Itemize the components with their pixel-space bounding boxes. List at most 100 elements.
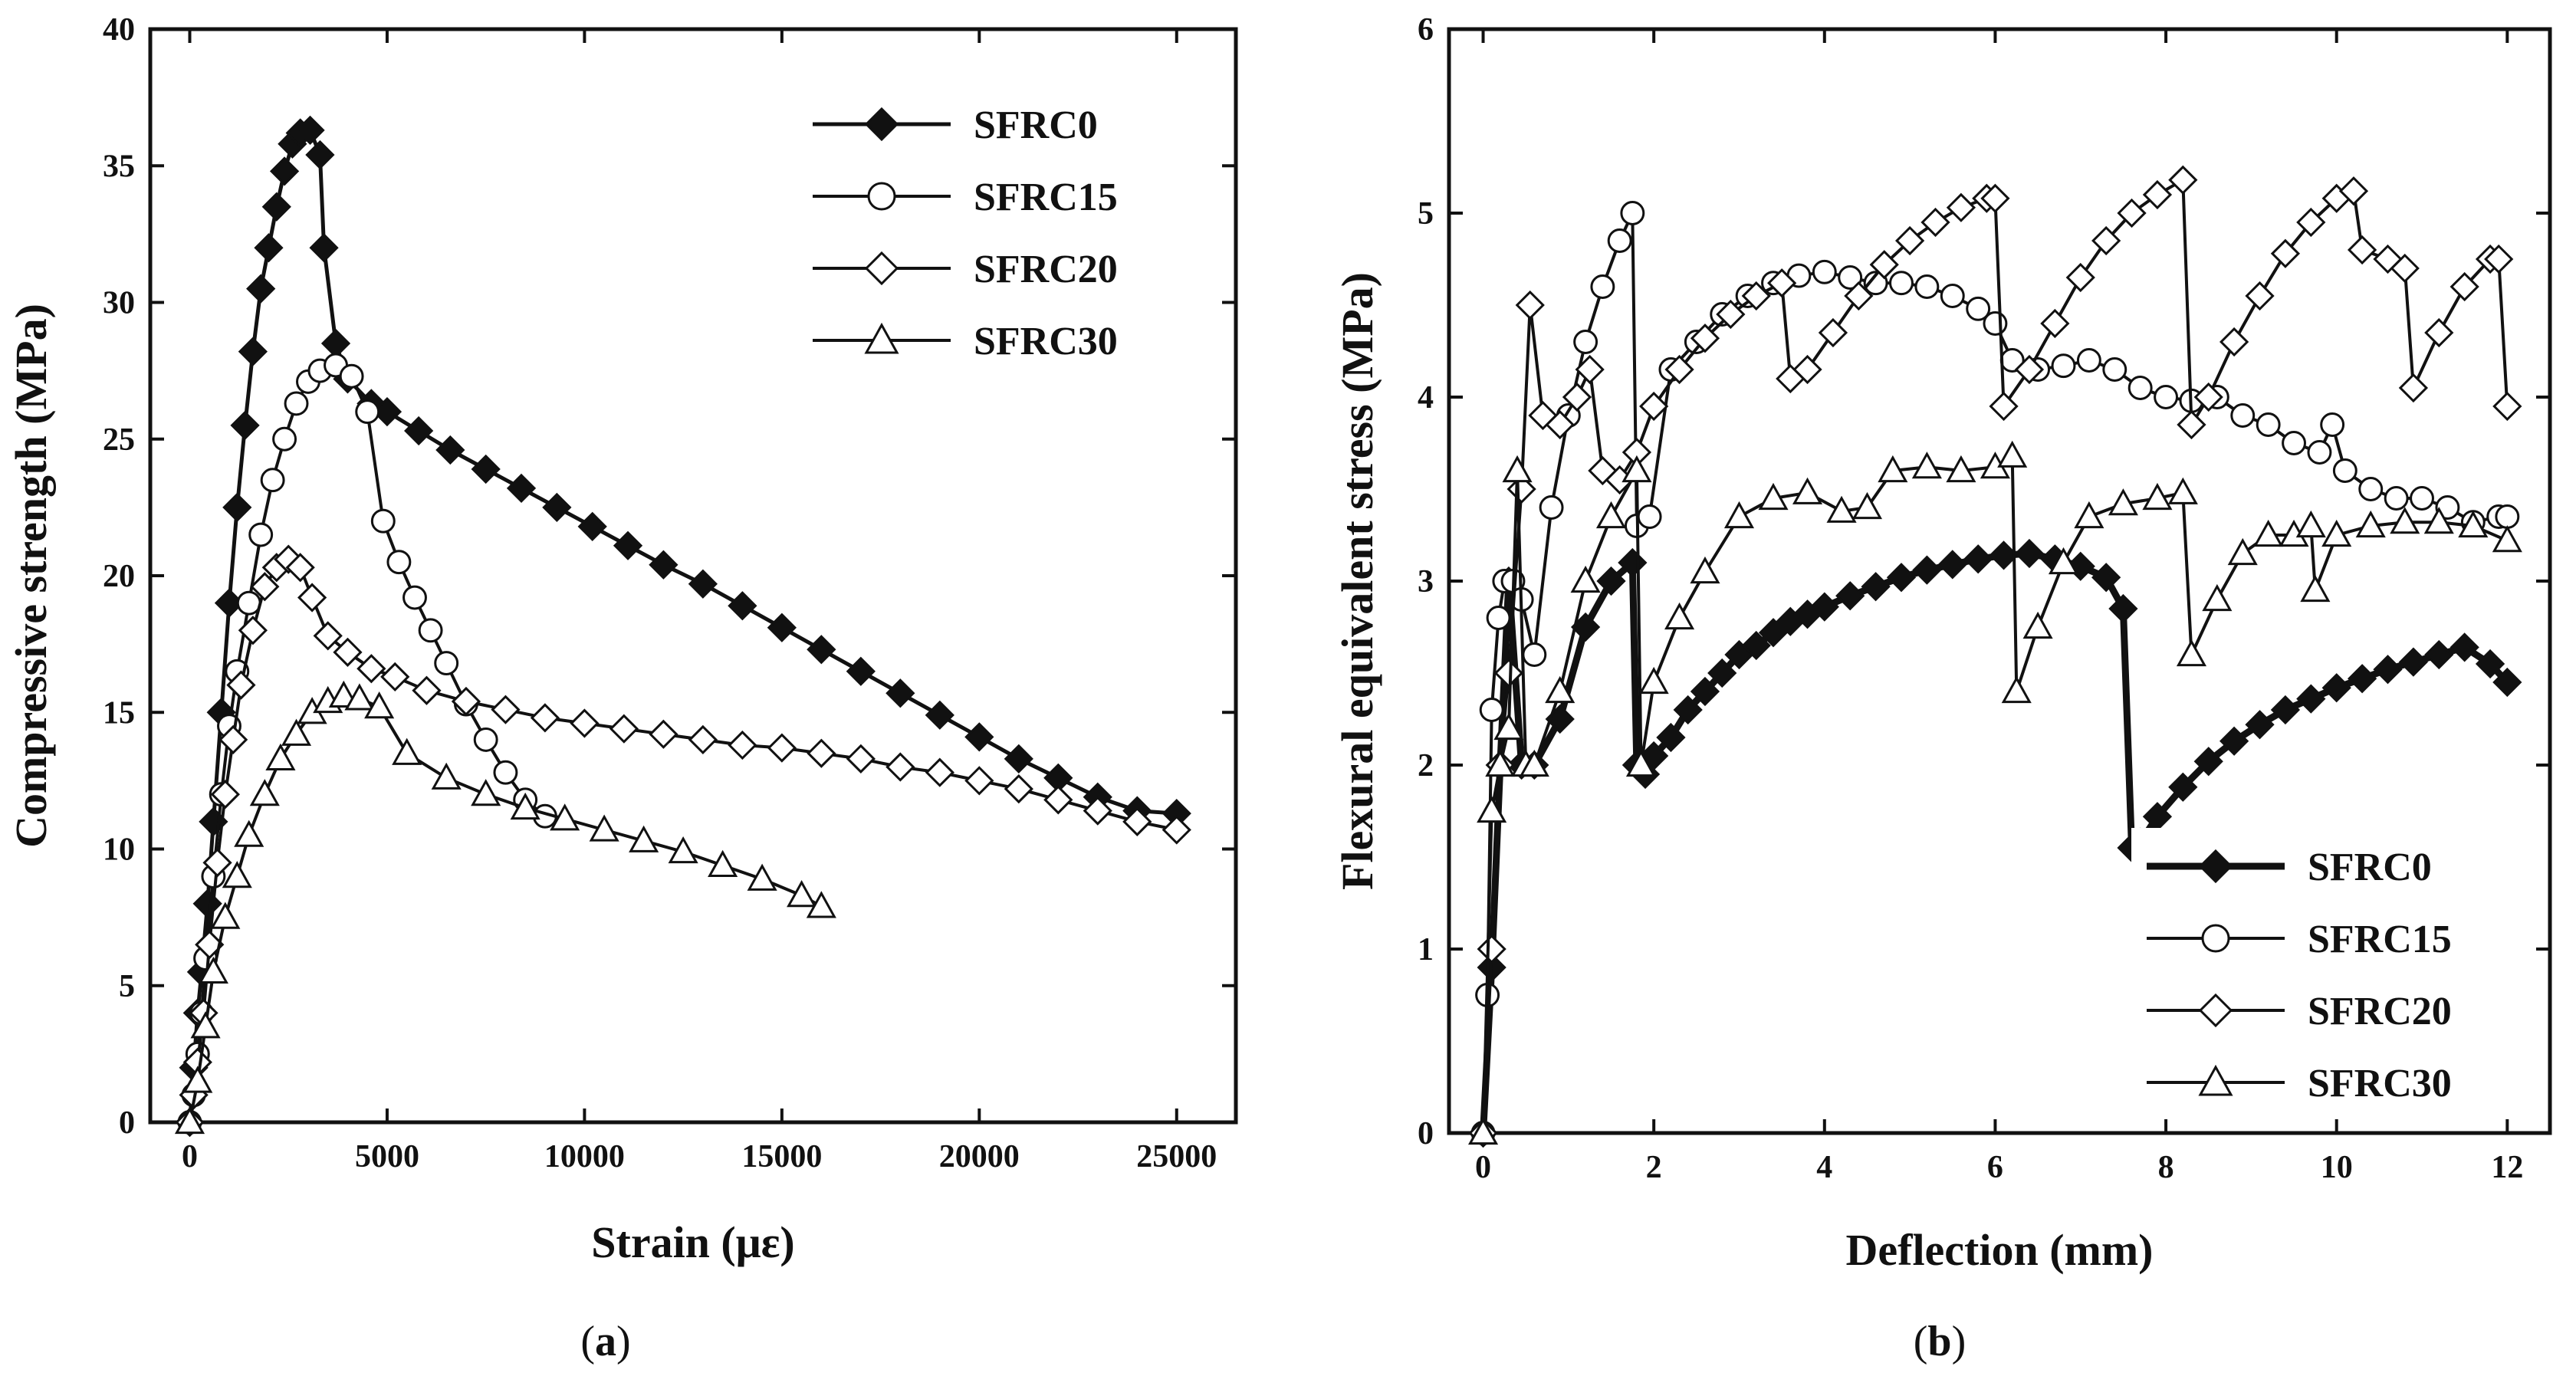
data-point-sfrc15 (1889, 271, 1914, 296)
data-point-sfrc20 (491, 695, 521, 724)
data-point-sfrc20 (570, 708, 600, 738)
data-point-sfrc15 (1486, 606, 1511, 630)
x-tick-label: 15000 (741, 1139, 822, 1174)
legend-item-sfrc15: SFRC15 (2147, 918, 2452, 961)
x-tick-label: 6 (1987, 1150, 2003, 1185)
data-point-sfrc30 (1690, 556, 1720, 584)
data-point-sfrc0 (1656, 722, 1686, 753)
data-point-sfrc30 (190, 1011, 221, 1039)
data-point-sfrc20 (2142, 179, 2173, 210)
data-point-sfrc0 (2168, 772, 2198, 802)
legend-label-sfrc15: SFRC15 (974, 176, 1118, 219)
legend-item-sfrc0: SFRC0 (813, 103, 1098, 147)
data-point-sfrc15 (2256, 412, 2281, 437)
data-point-sfrc15 (402, 585, 427, 610)
data-point-sfrc30 (174, 1106, 205, 1135)
data-point-sfrc20 (2220, 327, 2249, 357)
data-point-sfrc30 (787, 880, 817, 908)
data-point-sfrc0 (1673, 695, 1703, 725)
data-point-sfrc15 (493, 760, 518, 785)
data-point-sfrc30 (2423, 507, 2454, 534)
data-point-sfrc15 (1590, 274, 1615, 299)
data-point-sfrc20 (1004, 773, 1033, 804)
data-point-sfrc0 (2475, 649, 2505, 679)
data-point-sfrc0 (649, 550, 678, 580)
data-point-sfrc20 (767, 733, 797, 763)
data-point-sfrc30 (1758, 482, 1789, 511)
data-point-sfrc15 (473, 727, 498, 752)
legend-item-sfrc30: SFRC30 (2147, 1062, 2452, 1105)
data-point-sfrc0 (506, 473, 537, 504)
data-point-sfrc0 (2450, 632, 2479, 662)
legend-marker-sfrc15 (867, 182, 896, 211)
data-point-sfrc30 (281, 718, 312, 746)
data-point-sfrc30 (234, 819, 264, 847)
data-point-sfrc15 (272, 426, 297, 452)
data-point-sfrc20 (2296, 207, 2326, 238)
data-point-sfrc20 (1716, 299, 1746, 330)
data-point-sfrc15 (370, 508, 396, 534)
panel-b-caption: (b) (1914, 1318, 1966, 1365)
data-point-sfrc20 (250, 572, 280, 602)
data-point-sfrc20 (2492, 391, 2522, 422)
panel-a-caption: (a) (580, 1318, 630, 1365)
data-point-sfrc20 (1894, 225, 1925, 256)
data-point-sfrc0 (222, 492, 252, 522)
data-point-sfrc20 (964, 766, 994, 796)
data-point-sfrc30 (431, 762, 462, 790)
data-point-sfrc0 (1861, 572, 1891, 602)
data-point-sfrc0 (2398, 647, 2429, 677)
data-point-sfrc0 (305, 140, 335, 170)
data-point-sfrc0 (2270, 695, 2301, 725)
data-point-sfrc0 (269, 156, 300, 186)
data-point-sfrc30 (806, 891, 836, 918)
y-tick-label: 0 (119, 1105, 135, 1141)
data-point-sfrc30 (1723, 501, 1755, 529)
data-point-sfrc30 (1467, 1117, 1499, 1145)
data-point-sfrc0 (230, 410, 260, 441)
series-sfrc20 (1468, 165, 2522, 1148)
data-point-sfrc30 (198, 956, 228, 984)
data-point-sfrc20 (285, 553, 315, 583)
data-point-sfrc15 (339, 363, 364, 389)
data-point-sfrc30 (1493, 712, 1524, 741)
data-point-sfrc0 (1886, 563, 1917, 593)
series-line-sfrc15 (1481, 212, 2508, 1134)
legend-item-sfrc20: SFRC20 (2147, 990, 2452, 1033)
data-point-sfrc20 (1921, 207, 1950, 238)
data-point-sfrc20 (412, 675, 442, 705)
data-point-sfrc30 (1664, 602, 1695, 630)
data-point-sfrc15 (1522, 642, 1547, 667)
data-point-sfrc0 (309, 233, 339, 263)
data-point-sfrc15 (386, 550, 412, 575)
data-point-sfrc30 (364, 691, 395, 719)
data-point-sfrc30 (2001, 675, 2032, 704)
data-point-sfrc0 (1835, 581, 1865, 611)
data-point-sfrc15 (418, 618, 443, 643)
data-point-sfrc0 (925, 700, 955, 730)
data-point-sfrc30 (510, 792, 540, 820)
data-point-sfrc20 (2177, 409, 2206, 440)
data-point-sfrc20 (846, 744, 876, 773)
series-line-sfrc0 (1480, 550, 2510, 1134)
data-point-sfrc30 (2253, 519, 2284, 547)
data-point-sfrc30 (471, 779, 501, 806)
legend-marker-sfrc20 (864, 251, 899, 286)
data-point-sfrc30 (550, 803, 580, 831)
data-point-sfrc15 (1966, 296, 1991, 321)
y-tick-label: 30 (103, 286, 135, 321)
series-sfrc30 (174, 680, 836, 1135)
data-point-sfrc20 (313, 621, 343, 651)
panel-a-y-axis-label: Compressive strength (MPa) (6, 304, 56, 848)
data-point-sfrc0 (964, 722, 994, 752)
data-point-sfrc15 (2230, 403, 2256, 428)
y-tick-label: 15 (103, 695, 135, 731)
x-tick-label: 0 (1475, 1150, 1491, 1185)
data-point-sfrc15 (2358, 477, 2384, 501)
data-point-sfrc20 (1043, 785, 1073, 815)
data-point-sfrc15 (2410, 486, 2434, 511)
data-point-sfrc20 (2117, 198, 2147, 228)
data-point-sfrc0 (471, 454, 501, 484)
data-point-sfrc0 (2492, 667, 2522, 698)
data-point-sfrc20 (1869, 250, 1899, 280)
